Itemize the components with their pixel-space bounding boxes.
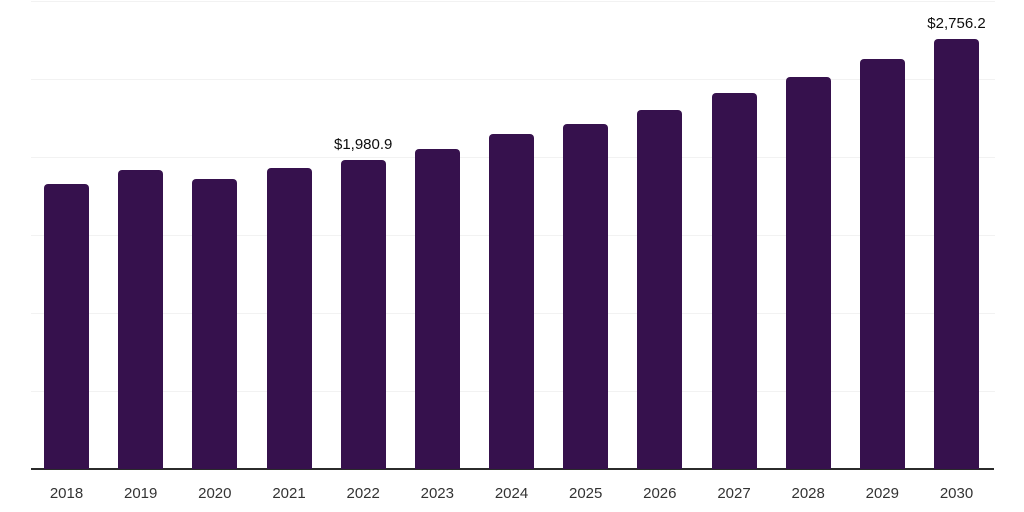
x-tick-label-2023: 2023 xyxy=(420,485,454,502)
bar-2025 xyxy=(563,124,609,469)
bar-2026 xyxy=(637,110,683,469)
bar-2030 xyxy=(934,39,979,469)
bar-2029 xyxy=(859,58,905,469)
x-tick-label-2027: 2027 xyxy=(717,485,751,502)
bar-2023 xyxy=(414,149,460,469)
bar-2018 xyxy=(44,184,89,469)
value-label-2022: $1,980.9 xyxy=(333,136,393,153)
x-tick-label-2026: 2026 xyxy=(643,485,677,502)
x-tick-label-2022: 2022 xyxy=(346,485,380,502)
bar-2027 xyxy=(711,93,757,469)
x-tick-label-2020: 2020 xyxy=(198,485,232,502)
x-tick-label-2029: 2029 xyxy=(865,485,899,502)
x-tick-label-2018: 2018 xyxy=(49,485,84,502)
x-axis-line xyxy=(31,468,994,470)
bar-2024 xyxy=(489,134,534,469)
x-tick-label-2021: 2021 xyxy=(272,485,306,502)
x-tick-label-2025: 2025 xyxy=(569,485,603,502)
value-label-2030: $2,756.2 xyxy=(927,15,986,32)
bar-2022 xyxy=(340,160,386,469)
bar-2020 xyxy=(192,179,238,469)
bar-2028 xyxy=(785,76,831,469)
x-tick-label-2030: 2030 xyxy=(939,485,974,502)
x-tick-label-2019: 2019 xyxy=(124,485,158,502)
bar-2021 xyxy=(266,168,312,469)
gridline-2500 xyxy=(31,79,995,80)
bar-2019 xyxy=(118,169,164,469)
gridline-3000 xyxy=(31,1,995,2)
x-tick-label-2028: 2028 xyxy=(791,485,825,502)
x-tick-label-2024: 2024 xyxy=(494,485,529,502)
